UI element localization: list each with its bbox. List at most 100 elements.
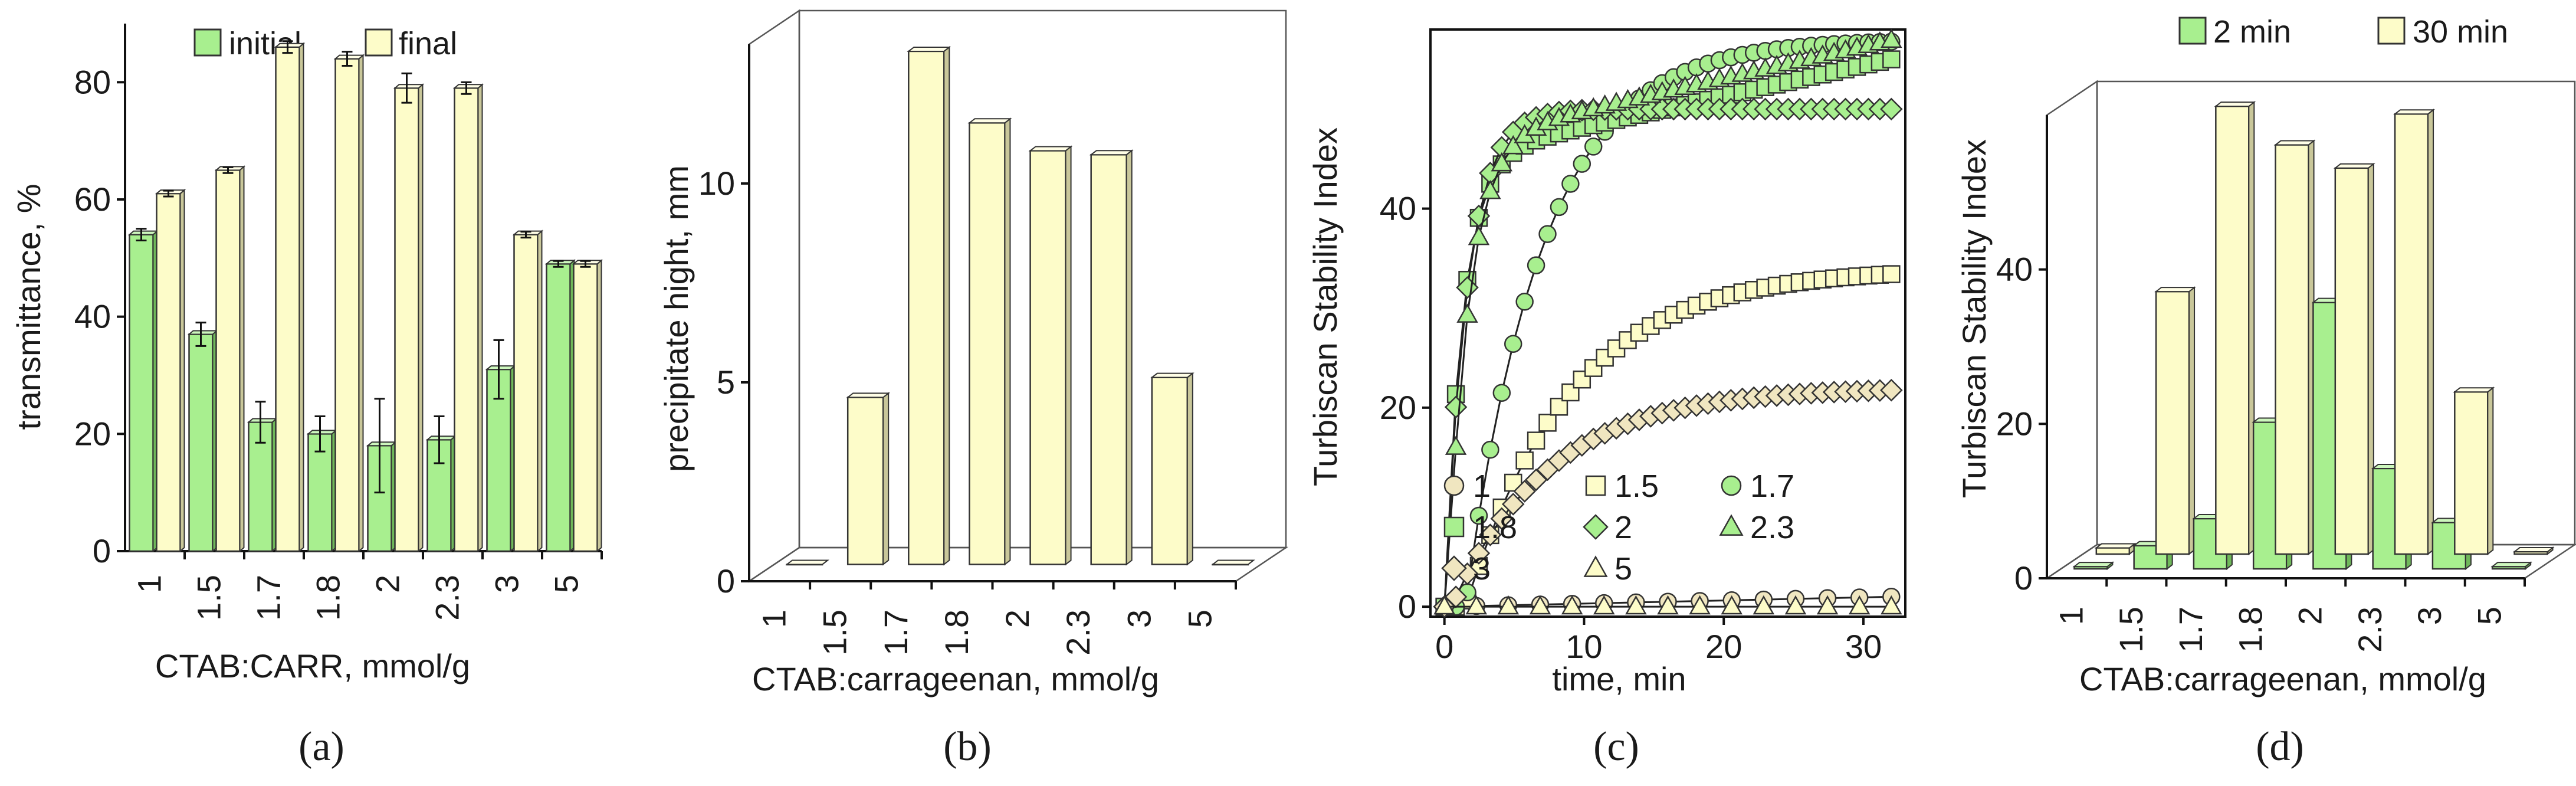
panel-b-bar-value — [1028, 145, 1073, 566]
panel-c-point-5 — [1529, 595, 1551, 615]
panel-b-bar-value — [967, 117, 1012, 566]
panel-a-bar-initial-top — [485, 365, 517, 371]
panel-a-bar-initial-top — [247, 418, 278, 423]
panel-d-bar-30 min — [2273, 139, 2316, 556]
panel-b-x-tick-label: 1.7 — [877, 610, 914, 656]
panel-a-bar-initial — [425, 435, 457, 553]
panel-a-x-tick-label: 1.7 — [250, 575, 287, 621]
panel-a-bar-final-top — [452, 84, 484, 89]
panel-a-bar-initial-front — [129, 234, 154, 552]
panel-c-series-3 — [1433, 378, 1903, 618]
panel-c-point-5 — [1753, 595, 1775, 615]
panel-c-legend: 1 1.5 1.7 1.8 2 2.3 3 5 — [1441, 469, 1794, 587]
panel-b-x-tick-label: 2 — [999, 610, 1036, 628]
panel-c-x-tick-label: 10 — [1566, 628, 1602, 665]
panel-a-bar-final-front — [394, 87, 419, 552]
panel-b-bar-value-top — [846, 392, 891, 398]
panel-c-legend-label-1: 1 — [1473, 469, 1491, 504]
panel-a-bar-initial-top — [425, 435, 457, 441]
panel-b-bar-value-side — [943, 45, 950, 566]
panel-b-bar-value-side — [1125, 149, 1133, 566]
panel-c-legend-label-1.5: 1.5 — [1614, 469, 1659, 504]
panel-a-plot-area: 0 20 40 60 80 1 1.5 1.7 1.8 2 2.3 3 5 — [74, 24, 603, 621]
panel-a-bar-final — [572, 259, 603, 553]
panel-c-x-tick-label: 0 — [1435, 628, 1453, 665]
panel-c-point-1.5 — [1882, 265, 1901, 283]
panel-b-bar-value-front — [846, 397, 884, 565]
panel-d-bar-30 min-front — [2334, 167, 2370, 555]
panel-c-x-axis-title: time, min — [1552, 660, 1686, 697]
panel-b-bar-value-side — [1004, 117, 1011, 566]
panel-d-bar-30 min-side — [2487, 387, 2494, 556]
panel-c-series-1.5 — [1435, 265, 1901, 616]
panel-d-x-tick-label: 1.7 — [2172, 607, 2209, 653]
panel-a-bar-final-front — [573, 263, 598, 552]
panel-c-point-1.7 — [1561, 175, 1580, 193]
panel-d-side-wall — [2046, 80, 2098, 580]
panel-d-bar-30 min-front — [2275, 144, 2309, 555]
panel-d-y-tick-label: 0 — [2014, 559, 2033, 597]
panel-c-point-1.7 — [1538, 225, 1557, 243]
panel-b-bar-value — [907, 45, 951, 566]
panel-c-point-2.3 — [1502, 135, 1524, 155]
panel-a-bar-final-side — [239, 165, 245, 553]
panel-c-point-5 — [1625, 595, 1647, 615]
panel-c-y-axis-title: Turbiscan Stability Index — [1307, 127, 1344, 486]
legend-swatch-initial — [193, 28, 222, 57]
panel-c-legend-marker-1.7 — [1721, 475, 1742, 496]
panel-a-bar-final-side — [298, 42, 304, 553]
panel-c-turbiscan-time-chart: 0 20 40 0 10 20 30 1 1.5 1.7 1.8 2 2.3 3 5 Turbiscan … — [1307, 28, 1906, 769]
panel-d-bar-30 min-front — [2215, 105, 2250, 555]
panel-c-point-1.7 — [1515, 293, 1534, 311]
panel-c-legend-marker-1.5 — [1585, 475, 1606, 496]
panel-c-point-5 — [1433, 595, 1455, 615]
panel-d-bar-30 min — [2453, 387, 2495, 556]
panel-b-bar-value-side — [882, 392, 890, 566]
panel-a-x-tick-label: 1.8 — [310, 575, 347, 621]
panel-d-bar-30 min — [2393, 109, 2435, 556]
panel-b-x-tick-label: 1 — [756, 610, 793, 628]
panel-a-x-tick-label: 1 — [131, 575, 168, 593]
panel-c-point-5 — [1848, 595, 1871, 615]
panel-c-point-3 — [1513, 480, 1536, 503]
panel-a-bar-final-side — [358, 54, 364, 553]
panel-d-x-tick-label: 2.3 — [2351, 607, 2388, 653]
panel-c-point-2.3 — [1468, 225, 1490, 245]
panel-d-bar-30 min-front — [2095, 547, 2131, 555]
panel-b-plot-area: 0 5 10 1 1.5 1.7 1.8 2 2.3 3 5 — [698, 9, 1289, 656]
panel-d-y-tick-label: 20 — [1996, 405, 2033, 442]
panel-d-bar-30 min — [2214, 101, 2256, 556]
panel-a-bar-initial-front — [188, 333, 214, 552]
panel-c-legend-label-1.7: 1.7 — [1750, 469, 1794, 504]
panel-c-point-1.7 — [1550, 198, 1568, 217]
legend-label-final: final — [399, 26, 457, 61]
panel-c-legend-marker-1.8 — [1443, 516, 1465, 538]
panel-c-point-5 — [1881, 595, 1902, 615]
panel-d-bar-2 min-top — [2072, 562, 2115, 568]
panel-c-legend-marker-3 — [1441, 555, 1467, 581]
panel-a-y-tick-label: 80 — [74, 63, 111, 100]
panel-c-point-1.5 — [1504, 473, 1522, 492]
panel-c-point-1.7 — [1573, 155, 1591, 173]
panel-b-caption: (b) — [943, 724, 992, 769]
panel-c-legend-label-2: 2 — [1614, 510, 1632, 545]
panel-a-x-axis-title: CTAB:CARR, mmol/g — [155, 647, 470, 685]
panel-a-bar-initial — [127, 230, 159, 553]
panel-a-x-tick-label: 1.5 — [191, 575, 228, 621]
panel-d-bar-30 min-side — [2188, 286, 2196, 556]
panel-d-bar-30 min-front — [2155, 290, 2190, 555]
panel-a-x-tick-label: 2 — [369, 575, 406, 593]
panel-b-x-tick-label: 1.5 — [816, 610, 854, 656]
panel-a-bar-final — [333, 54, 365, 553]
panel-d-y-tick-label: 40 — [1996, 251, 2033, 288]
panel-b-bar-value — [1211, 559, 1255, 566]
panel-c-point-3 — [1490, 507, 1514, 530]
panel-b-bar-value-front — [1029, 150, 1067, 565]
panel-c-point-5 — [1657, 595, 1679, 615]
legend-swatch-2min — [2178, 17, 2207, 45]
panel-d-x-tick-label: 1.5 — [2112, 607, 2150, 653]
panel-d-bar-2 min-top — [2490, 562, 2533, 568]
panel-c-point-5 — [1497, 595, 1520, 615]
panel-b-bar-value-top — [1089, 150, 1134, 156]
panel-d-caption: (d) — [2256, 724, 2304, 769]
